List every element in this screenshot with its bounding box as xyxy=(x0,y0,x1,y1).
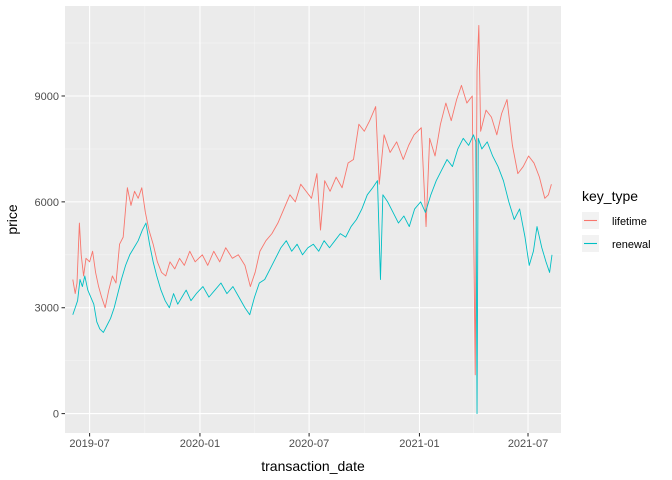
x-axis: 2019-07 2020-01 2020-07 2021-01 2021-07 xyxy=(69,433,548,450)
y-axis-title: price xyxy=(4,204,20,235)
x-axis-title: transaction_date xyxy=(261,458,365,474)
legend-title: key_type xyxy=(582,188,638,204)
legend-entries: lifetime renewal xyxy=(582,212,651,252)
series-line-lifetime xyxy=(72,24,552,376)
y-tick-label: 6000 xyxy=(35,197,59,209)
x-tick-label: 2020-01 xyxy=(180,438,220,450)
major-gridlines xyxy=(65,6,561,433)
series-line-renewal xyxy=(72,134,553,415)
y-axis: 0 3000 6000 9000 xyxy=(35,91,65,421)
x-tick-label: 2021-07 xyxy=(508,438,548,450)
plot-panel xyxy=(65,6,561,433)
y-tick-label: 3000 xyxy=(35,303,59,315)
legend-label-renewal: renewal xyxy=(612,239,651,251)
series-layer xyxy=(72,24,553,415)
minor-gridlines xyxy=(65,6,561,433)
y-tick-label: 9000 xyxy=(35,91,59,103)
x-tick-label: 2020-07 xyxy=(289,438,329,450)
y-tick-label: 0 xyxy=(53,409,59,421)
x-tick-label: 2019-07 xyxy=(69,438,109,450)
legend: key_type lifetime renewal xyxy=(582,188,651,252)
x-tick-label: 2021-01 xyxy=(399,438,439,450)
legend-label-lifetime: lifetime xyxy=(612,216,647,228)
